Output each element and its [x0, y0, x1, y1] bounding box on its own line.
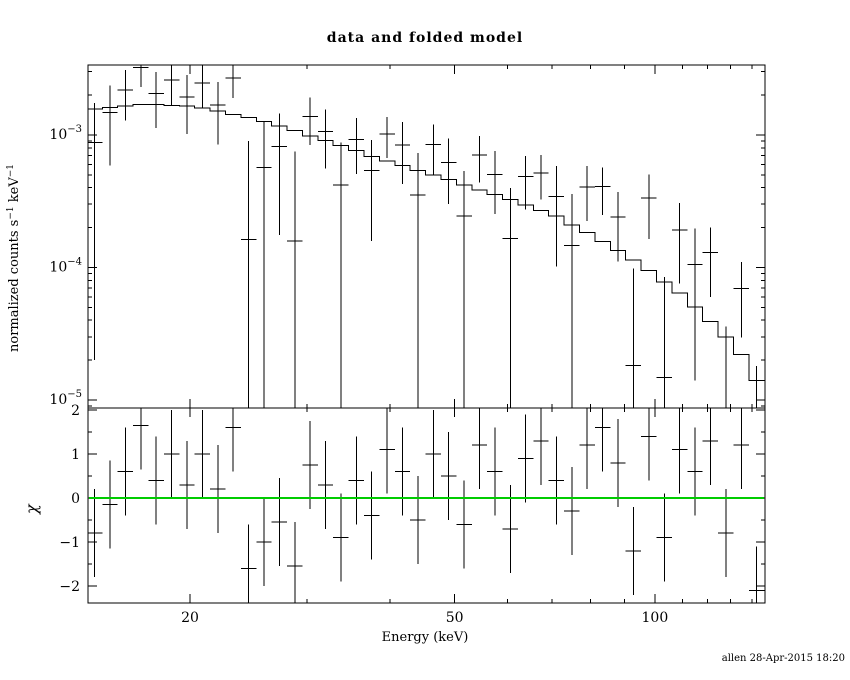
- x-axis-label: Energy (keV): [381, 630, 469, 645]
- axis-ticks: 20 50 100 10−3 10−4 10−52 1 0 −1 −2: [49, 65, 765, 626]
- svg-text:10−5: 10−5: [49, 389, 82, 408]
- svg-text:1: 1: [71, 447, 80, 463]
- chi-residual-points: [88, 408, 765, 603]
- plot-frame: [87, 64, 766, 604]
- svg-text:−1: −1: [59, 535, 80, 551]
- chart-title: data and folded model: [326, 30, 524, 46]
- svg-text:10−3: 10−3: [49, 124, 82, 143]
- folded-model-line: [88, 104, 765, 382]
- svg-text:20: 20: [181, 610, 199, 626]
- svg-text:2: 2: [71, 403, 80, 419]
- svg-text:100: 100: [642, 610, 669, 626]
- spectrum-data-points: [88, 65, 758, 408]
- svg-text:50: 50: [446, 610, 464, 626]
- svg-text:−2: −2: [59, 579, 80, 595]
- svg-text:0: 0: [71, 491, 80, 507]
- svg-text:10−4: 10−4: [49, 256, 82, 275]
- timestamp-footer: allen 28-Apr-2015 18:20: [721, 653, 845, 664]
